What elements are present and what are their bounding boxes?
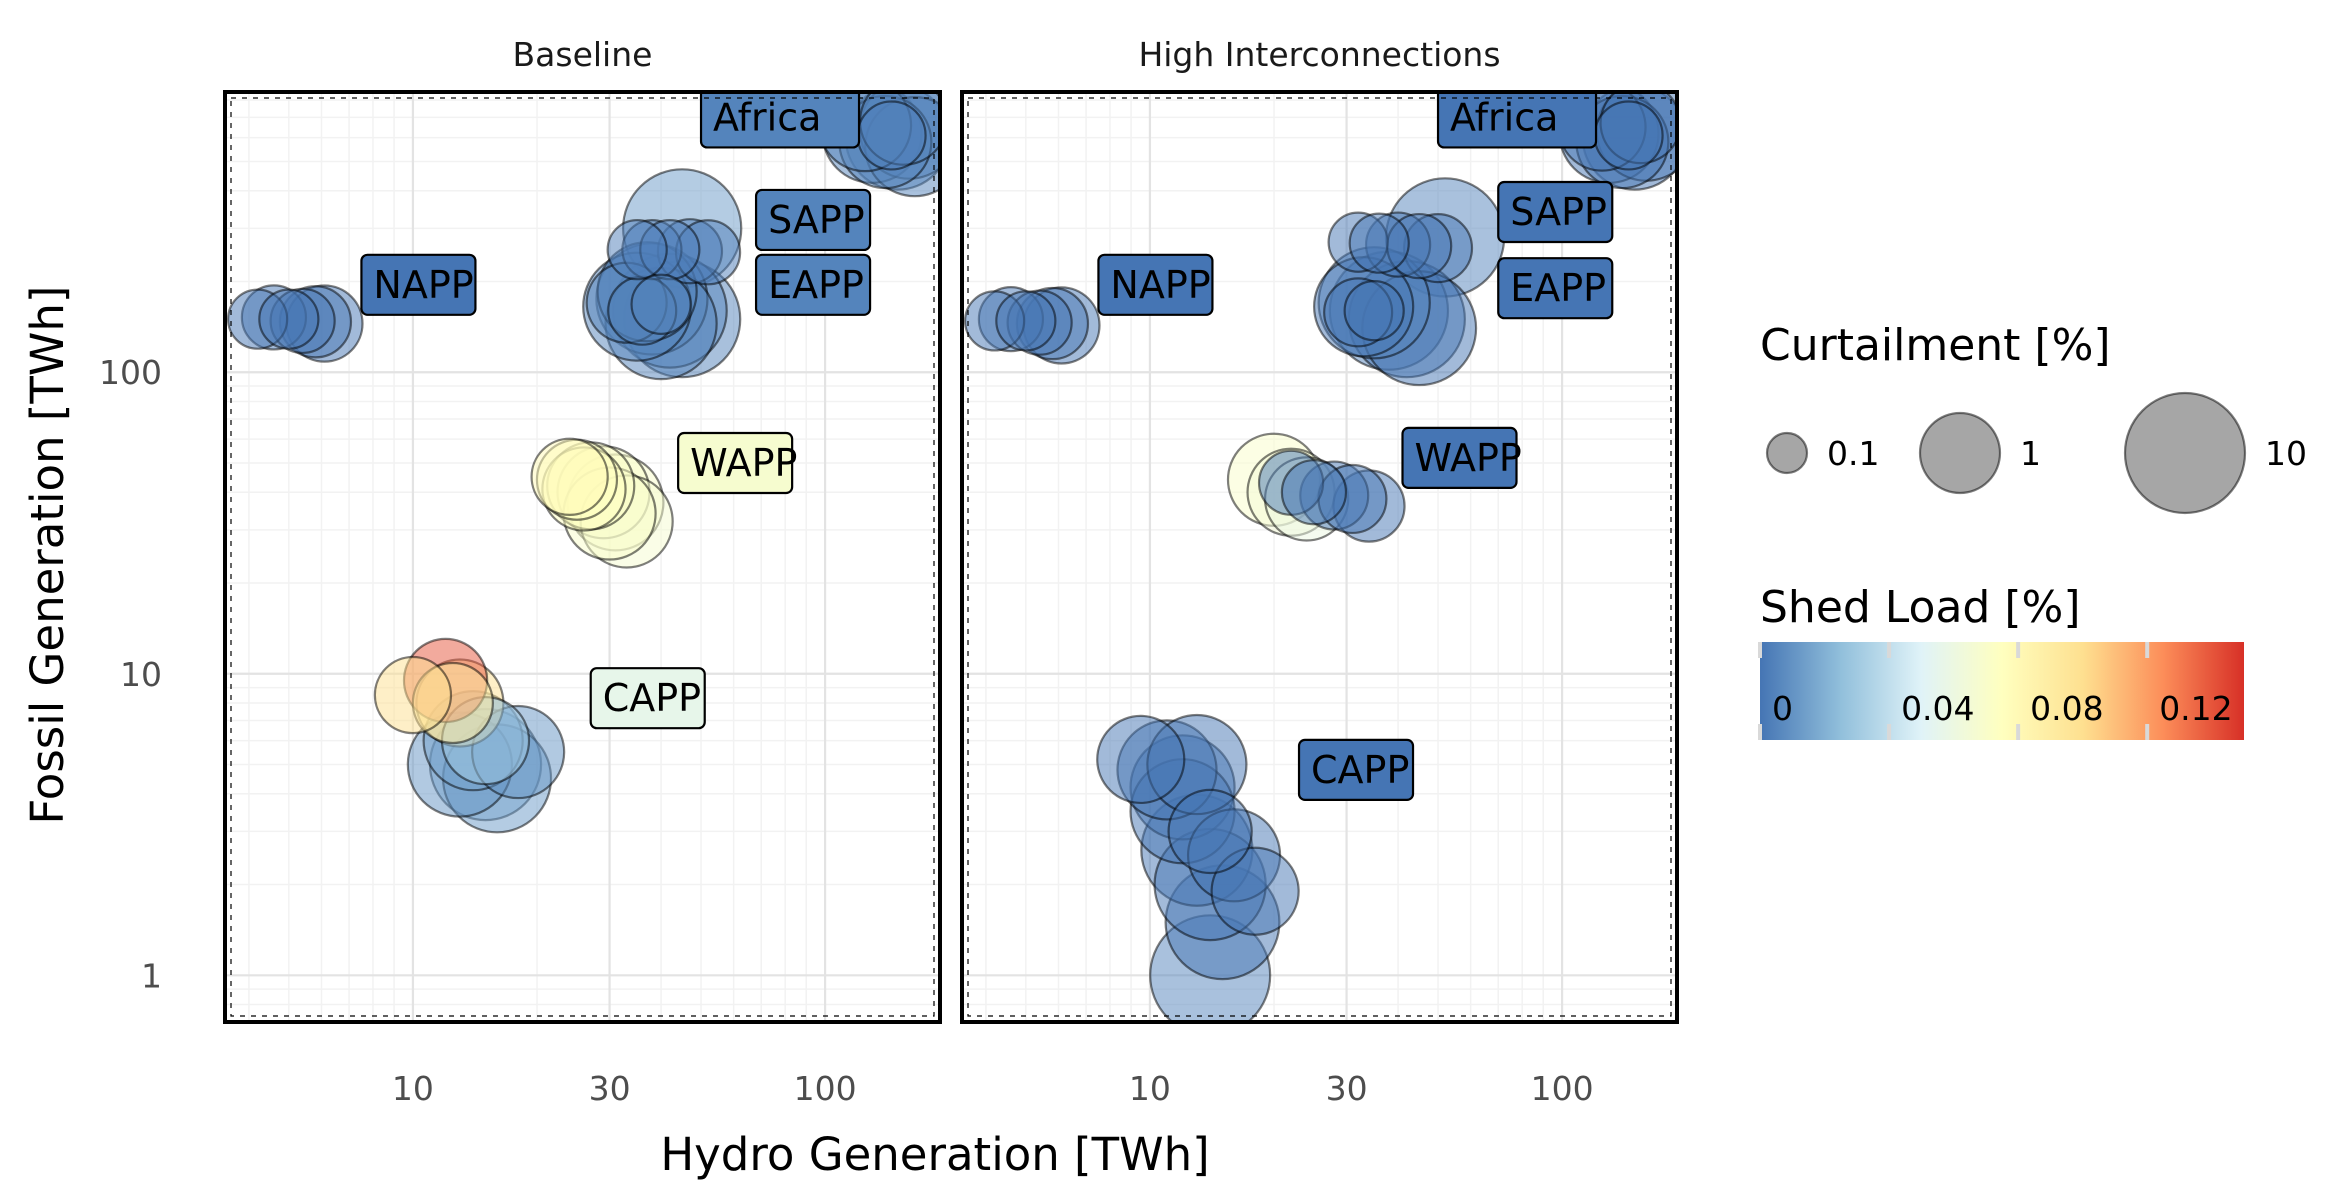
region-label-eapp: EAPP — [768, 263, 864, 307]
region-label-box — [1497, 180, 1614, 244]
size-legend-label: 0.1 — [1827, 434, 1879, 473]
bubble-sapp — [606, 219, 668, 281]
region-label-box — [754, 188, 872, 252]
region-label-africa: Africa — [1450, 95, 1558, 139]
bubble-africa — [856, 100, 927, 171]
panel-1: Africa SAPP EAPP NAPP WAPP CAPP High Interconn… — [960, 35, 1679, 1108]
region-label-box — [589, 667, 706, 730]
size-legend-title: Curtailment [%] — [1760, 320, 2111, 371]
legend: Curtailment [%] 0.1 1 10 Shed Load [%] 0 0.… — [1758, 320, 2307, 740]
facet-title: High Interconnections — [1138, 35, 1500, 74]
region-label-box — [1097, 253, 1214, 316]
bubble-capp — [1210, 846, 1300, 936]
y-tick-label: 1 — [141, 956, 162, 995]
size-legend-label: 10 — [2265, 434, 2307, 473]
panel-0: Africa SAPP EAPP NAPP WAPP CAPP Baseline 10 30 10… — [99, 35, 942, 1108]
bubble-sapp — [1348, 212, 1410, 274]
region-label-box — [1297, 738, 1415, 801]
color-bar — [1760, 642, 2244, 740]
x-tick-label: 10 — [392, 1069, 434, 1108]
region-label-box — [1436, 92, 1598, 149]
bubble-africa — [1593, 100, 1664, 171]
region-label-napp: NAPP — [1110, 263, 1210, 307]
color-legend-label: 0.08 — [2030, 689, 2103, 728]
x-tick-label: 100 — [1531, 1069, 1594, 1108]
color-legend-label: 0.12 — [2159, 689, 2232, 728]
panel-inner-border — [967, 97, 1672, 1017]
region-label-capp: CAPP — [1311, 748, 1409, 792]
bubble-eapp — [1343, 280, 1405, 342]
region-label-napp: NAPP — [373, 263, 473, 307]
x-tick-label: 30 — [1326, 1069, 1368, 1108]
region-label-box — [360, 253, 477, 316]
region-label-sapp: SAPP — [1510, 190, 1607, 234]
x-tick-label: 10 — [1129, 1069, 1171, 1108]
bubble-capp — [1167, 788, 1253, 875]
region-label-sapp: SAPP — [768, 198, 865, 242]
bubble-wapp — [530, 437, 609, 516]
region-label-eapp: EAPP — [1510, 266, 1606, 310]
bubble-capp — [1096, 714, 1186, 805]
x-axis-title: Hydro Generation [TWh] — [660, 1128, 1209, 1181]
color-legend-label: 0 — [1772, 689, 1793, 728]
region-label-wapp: WAPP — [1415, 436, 1522, 480]
facet-title: Baseline — [513, 35, 653, 74]
region-label-capp: CAPP — [603, 676, 701, 720]
color-legend-title: Shed Load [%] — [1760, 582, 2080, 633]
bubble-eapp — [630, 273, 692, 335]
region-labels: Africa SAPP EAPP NAPP WAPP CAPP — [360, 92, 872, 730]
region-labels: Africa SAPP EAPP NAPP WAPP CAPP — [1097, 92, 1614, 801]
size-legend-label: 1 — [2020, 434, 2041, 473]
y-tick-label: 100 — [99, 353, 162, 392]
region-label-box — [699, 92, 861, 149]
y-axis-title: Fossil Generation [TWh] — [21, 286, 74, 825]
x-tick-label: 100 — [794, 1069, 857, 1108]
region-label-wapp: WAPP — [690, 441, 797, 485]
bubbles — [226, 92, 940, 834]
x-tick-label: 30 — [589, 1069, 631, 1108]
bubble-napp — [258, 288, 320, 350]
region-label-box — [1497, 257, 1614, 320]
y-tick-label: 10 — [120, 655, 162, 694]
bubble-wapp — [1280, 459, 1348, 526]
bubble-capp — [373, 655, 453, 735]
size-legend-circle — [1918, 411, 2002, 495]
region-label-box — [1401, 426, 1518, 489]
size-legend-circle — [2123, 391, 2247, 515]
color-legend-label: 0.04 — [1901, 689, 1974, 728]
region-label-box — [754, 253, 872, 316]
panel-border — [223, 90, 942, 1024]
size-legend-circle — [1765, 431, 1809, 475]
region-label-africa: Africa — [713, 95, 821, 139]
panel-border — [960, 90, 1679, 1024]
bubble-napp — [995, 290, 1057, 352]
panel-inner-border — [230, 97, 935, 1017]
region-label-box — [677, 431, 794, 495]
